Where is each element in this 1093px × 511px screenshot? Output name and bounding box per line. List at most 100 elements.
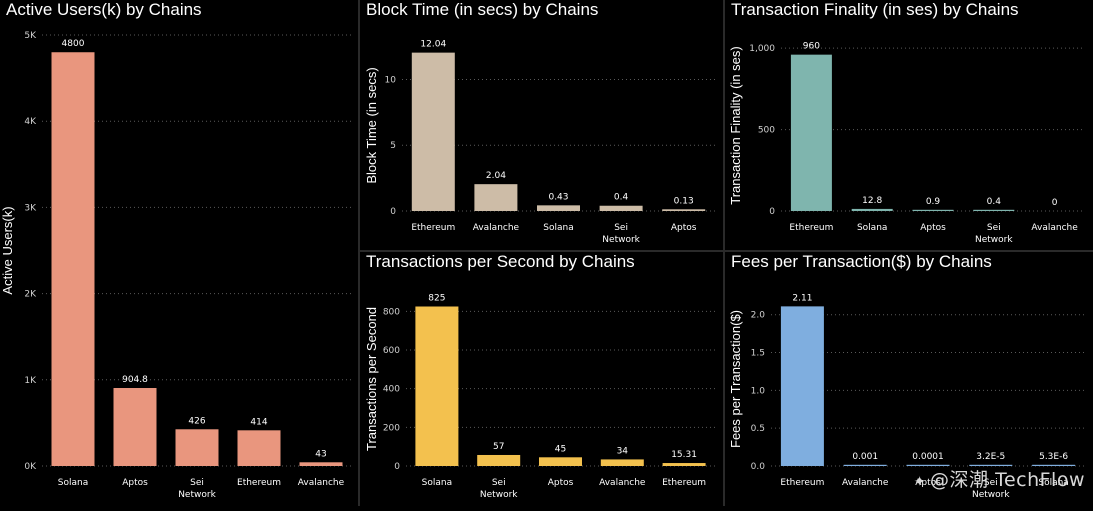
x-tick-label: Ethereum xyxy=(411,223,455,233)
x-tick-label: Avalanche xyxy=(842,478,889,488)
x-tick-label: Solana xyxy=(58,478,88,488)
fees-chart: 0.0 0.5 1.0 1.5 2.0 Fees per Transaction($) 2.… xyxy=(728,293,1085,500)
x-tick-label: Aptos xyxy=(671,223,697,233)
data-label: 0 xyxy=(1052,198,1058,208)
data-label: 414 xyxy=(250,417,267,427)
y-tick-label: 0 xyxy=(769,207,775,217)
x-tick-label: Sei xyxy=(492,478,506,488)
data-label: 2.11 xyxy=(792,293,812,303)
x-tick-label: Network xyxy=(178,490,216,500)
y-tick-label: 1,000 xyxy=(749,44,775,54)
data-label: 825 xyxy=(428,294,445,304)
chart-panel-finality: Transaction Finality (in ses) by Chains … xyxy=(725,0,1093,250)
data-label: 0.9 xyxy=(926,197,941,207)
data-label: 426 xyxy=(188,416,205,426)
y-tick-label: 0 xyxy=(390,207,396,217)
y-tick-label: 0.5 xyxy=(751,424,765,434)
y-tick-label: 200 xyxy=(383,423,400,433)
data-label: 57 xyxy=(493,442,504,452)
y-tick-label: 4K xyxy=(24,117,37,127)
block-time-chart: 0 5 10 Block Time (in secs) 12.04 Ethereum 2.0… xyxy=(364,40,715,245)
x-tick-label: Ethereum xyxy=(662,478,706,488)
chart-title: Block Time (in secs) by Chains xyxy=(366,0,599,19)
x-tick-label: Aptos xyxy=(920,223,946,233)
y-tick-label: 5K xyxy=(24,31,37,41)
bar-solana xyxy=(851,208,893,211)
chart-title: Transactions per Second by Chains xyxy=(366,252,635,271)
y-axis-label: Transaction Finality (in ses) xyxy=(728,46,743,204)
data-label: 3.2E-5 xyxy=(976,452,1005,462)
bar-aptos xyxy=(113,388,157,466)
chart-panel-active-users: Active Users(k) by Chains 0K 1K 2K 3K 4K 5K Ac… xyxy=(0,0,358,506)
x-tick-label: Solana xyxy=(1038,478,1068,488)
x-tick-label: Avalanche xyxy=(1031,223,1078,233)
x-tick-label: Avalanche xyxy=(298,478,345,488)
x-tick-label: Aptos xyxy=(122,478,148,488)
bar-sei-network xyxy=(477,454,521,466)
x-tick-label: Network xyxy=(975,235,1013,245)
y-axis-label: Active Users(k) xyxy=(0,206,15,294)
y-tick-label: 1.5 xyxy=(751,349,765,359)
y-tick-label: 10 xyxy=(385,75,397,85)
data-label: 904.8 xyxy=(122,375,148,385)
x-tick-label: Aptos xyxy=(548,478,574,488)
y-tick-label: 500 xyxy=(758,126,775,136)
y-tick-label: 3K xyxy=(24,203,37,213)
techflow-logo-icon: ✦ xyxy=(913,474,927,490)
x-tick-label: Aptos xyxy=(915,478,941,488)
y-tick-label: 800 xyxy=(383,307,400,317)
bar-solana xyxy=(415,306,459,466)
data-label: 4800 xyxy=(62,39,85,49)
bar-solana xyxy=(1032,464,1076,466)
data-label: 960 xyxy=(803,42,820,52)
chart-title: Active Users(k) by Chains xyxy=(6,0,202,19)
data-label: 34 xyxy=(617,446,629,456)
panel-divider-horizontal xyxy=(360,250,1093,252)
data-label: 0.4 xyxy=(987,197,1002,207)
data-label: 0.13 xyxy=(674,196,694,206)
bar-sei-network xyxy=(973,209,1015,211)
data-label: 0.001 xyxy=(852,452,878,462)
finality-chart: 0 500 1,000 Transaction Finality (in ses) 96… xyxy=(728,42,1085,245)
bar-avalanche xyxy=(600,459,644,466)
active-users-chart: 0K 1K 2K 3K 4K 5K Active Users(k) 4800 Solana 904… xyxy=(0,31,352,500)
y-axis-label: Fees per Transaction($) xyxy=(728,310,743,448)
bar-aptos xyxy=(912,209,954,211)
bar-solana xyxy=(51,52,95,467)
y-tick-label: 1K xyxy=(24,376,37,386)
bar-ethereum xyxy=(662,463,706,466)
y-tick-label: 0 xyxy=(394,462,400,472)
chart-title: Fees per Transaction($) by Chains xyxy=(731,252,992,271)
data-label: 2.04 xyxy=(486,171,506,181)
x-tick-label: Network xyxy=(602,235,640,245)
bar-avalanche xyxy=(299,462,343,466)
bar-sei-network xyxy=(599,205,643,211)
data-label: 43 xyxy=(315,449,326,459)
x-tick-label: Sei xyxy=(614,223,628,233)
chart-title: Transaction Finality (in ses) by Chains xyxy=(731,0,1019,19)
bar-ethereum xyxy=(411,52,455,212)
bar-aptos xyxy=(539,457,582,466)
x-tick-label: Avalanche xyxy=(599,478,646,488)
panel-divider-vertical-2 xyxy=(723,0,725,506)
bar-ethereum xyxy=(790,54,832,212)
x-tick-label: Solana xyxy=(857,223,887,233)
x-tick-label: Sei xyxy=(984,478,998,488)
tps-chart: 0 200 400 600 800 Transactions per Second 825 S… xyxy=(364,294,715,500)
x-tick-label: Network xyxy=(480,490,518,500)
x-tick-label: Ethereum xyxy=(789,223,833,233)
chart-panel-block-time: Block Time (in secs) by Chains 0 5 10 Block… xyxy=(360,0,723,250)
chart-panel-fees: Fees per Transaction($) by Chains 0.0 0.5… xyxy=(725,252,1093,506)
watermark: ✦ @深潮 TechFlow xyxy=(914,465,1085,492)
bar-avalanche xyxy=(843,464,887,466)
y-tick-label: 2.0 xyxy=(751,311,766,321)
y-tick-label: 5 xyxy=(390,141,396,151)
bar-ethereum xyxy=(237,430,281,466)
chart-panel-tps: Transactions per Second by Chains 0 200 40… xyxy=(360,252,723,506)
data-label: 0.0001 xyxy=(912,452,944,462)
bar-aptos xyxy=(662,209,706,211)
data-label: 0.4 xyxy=(614,193,629,203)
x-tick-label: Ethereum xyxy=(237,478,281,488)
y-axis-label: Transactions per Second xyxy=(364,307,379,451)
x-tick-label: Sei xyxy=(190,478,204,488)
